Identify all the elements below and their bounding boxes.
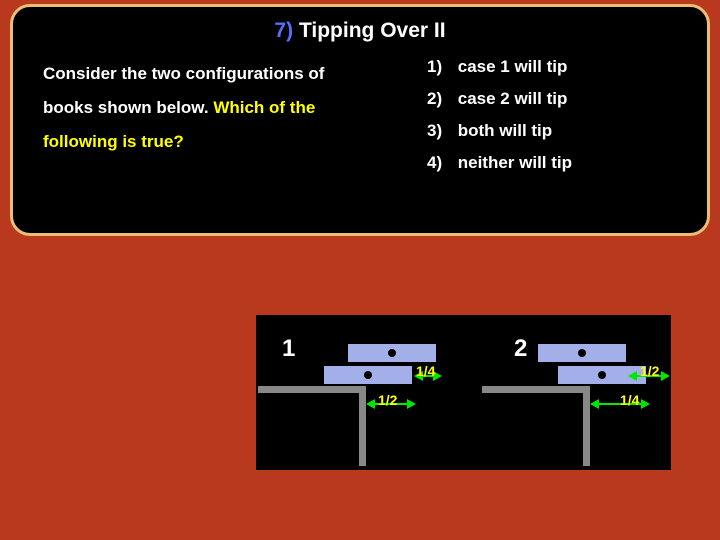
case1-label: 1 — [282, 335, 295, 363]
question-text: Consider the two configurations of books… — [43, 57, 427, 185]
case1-cg-top — [388, 349, 396, 357]
case2-cg-top — [578, 349, 586, 357]
case2-arrow-bot-rhead — [641, 399, 650, 409]
case2-frac-bot: 1/4 — [620, 392, 639, 408]
q-line3: following is true? — [43, 125, 417, 159]
case2-table-top — [482, 386, 590, 393]
q-line2: books shown below. Which of the — [43, 91, 417, 125]
case2-arrow-top-rhead — [661, 371, 670, 381]
case1-frac-top: 1/4 — [416, 363, 435, 379]
title-number: 7) — [274, 19, 293, 42]
q-line1: Consider the two configurations of — [43, 57, 417, 91]
content-row: Consider the two configurations of books… — [43, 57, 677, 185]
question-title: 7) Tipping Over II — [43, 19, 677, 43]
case1-cg-bottom — [364, 371, 372, 379]
option-4: 4) neither will tip — [427, 153, 677, 173]
option-1: 1) case 1 will tip — [427, 57, 677, 77]
case1-arrow-bot-lhead — [366, 399, 375, 409]
case1-table-leg — [359, 386, 366, 466]
title-text: Tipping Over II — [299, 19, 446, 42]
case2-cg-bottom — [598, 371, 606, 379]
case1-table-top — [258, 386, 366, 393]
case1-arrow-bot-rhead — [407, 399, 416, 409]
case2-table-leg — [583, 386, 590, 466]
case2-arrow-bot-lhead — [590, 399, 599, 409]
case1-frac-bot: 1/2 — [378, 392, 397, 408]
diagram: 11/41/221/21/4 — [256, 315, 671, 470]
options-list: 1) case 1 will tip 2) case 2 will tip 3)… — [427, 57, 677, 185]
case2-arrow-top-lhead — [628, 371, 637, 381]
case2-frac-top: 1/2 — [640, 363, 659, 379]
option-2: 2) case 2 will tip — [427, 89, 677, 109]
question-box: 7) Tipping Over II Consider the two conf… — [10, 4, 710, 236]
option-3: 3) both will tip — [427, 121, 677, 141]
q-highlight: Which of the — [213, 98, 315, 117]
case2-label: 2 — [514, 335, 527, 363]
